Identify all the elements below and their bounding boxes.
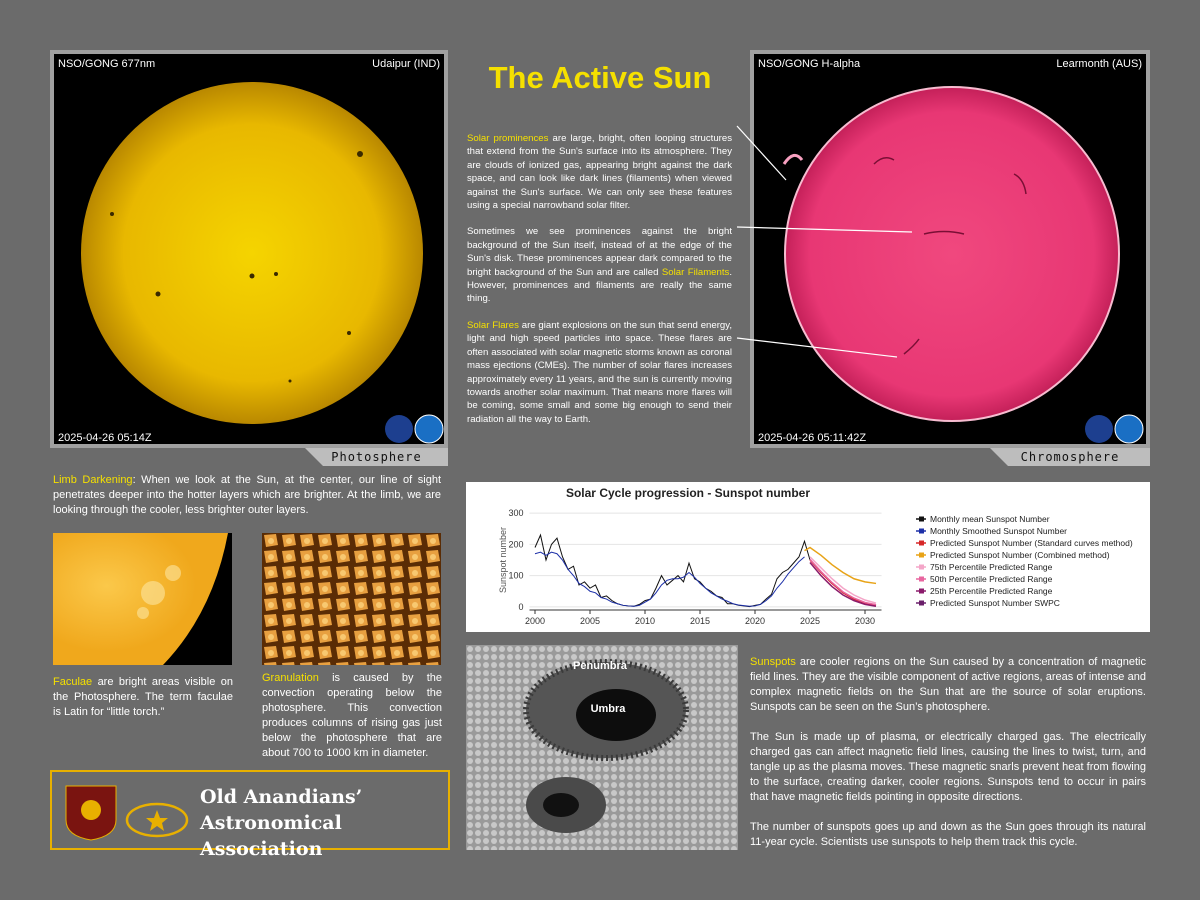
sun-photo — [782, 86, 1144, 444]
legend-label: 25th Percentile Predicted Range — [930, 586, 1053, 596]
paragraph: Granulation is caused by the convection … — [262, 671, 442, 761]
x-tick-label: 2015 — [690, 616, 710, 626]
legend-label: Predicted Sunspot Number SWPC — [930, 598, 1060, 608]
granulation-image — [262, 533, 441, 665]
legend-label: Predicted Sunspot Number (Standard curve… — [930, 538, 1133, 548]
logo-line: Astronomical Association — [200, 812, 342, 860]
chart-title: Solar Cycle progression - Sunspot number — [566, 486, 810, 500]
paragraph: Faculae are bright areas visible on the … — [53, 675, 233, 720]
paragraph: Solar Flares are giant explosions on the… — [467, 319, 732, 426]
filaments — [873, 157, 1027, 355]
nsf-logo — [1085, 415, 1113, 443]
legend-label: Predicted Sunspot Number (Combined metho… — [930, 550, 1110, 560]
legend-marker — [919, 516, 924, 522]
location: Learmonth (AUS) — [1056, 58, 1142, 70]
x-tick-label: 2020 — [745, 616, 765, 626]
logo-line: Old Anandians’ — [200, 786, 363, 808]
series-line — [809, 562, 877, 607]
y-tick-label: 200 — [508, 539, 523, 549]
text: . However, prominences and filaments are… — [467, 266, 732, 305]
paragraph: The number of sunspots goes up and down … — [750, 820, 1146, 850]
highlight: Solar Flares — [467, 319, 519, 331]
limb-darkening-text: Limb Darkening: When we look at the Sun,… — [53, 473, 441, 518]
logo-box: Old Anandians’ Astronomical Association — [50, 770, 450, 860]
x-tick-label: 2025 — [800, 616, 820, 626]
source: NSO/GONG H-alpha — [758, 58, 861, 70]
y-tick-label: 100 — [508, 571, 523, 581]
y-tick-label: 300 — [508, 508, 523, 518]
location: Udaipur (IND) — [372, 58, 440, 70]
text: : When we look at the Sun, at the center… — [53, 474, 441, 516]
highlight: Solar prominences — [467, 133, 549, 144]
association-name: Old Anandians’ Astronomical Association — [200, 784, 448, 862]
text: are large, bright, often looping structu… — [467, 133, 732, 212]
chromosphere-tab: Chromosphere — [990, 448, 1150, 466]
paragraph: Limb Darkening: When we look at the Sun,… — [53, 473, 441, 518]
sun-photo — [81, 82, 444, 444]
text: The Sun is made up of plasma, or electri… — [750, 731, 1146, 803]
series-line — [534, 551, 805, 607]
legend-marker — [919, 564, 924, 570]
y-tick-label: 0 — [518, 602, 523, 612]
text: are cooler regions on the Sun caused by … — [750, 656, 1146, 713]
legend-marker — [919, 600, 924, 606]
series-line — [804, 546, 877, 585]
highlight: Limb Darkening — [53, 474, 133, 486]
photosphere-tab: Photosphere — [305, 448, 448, 466]
sunspots-text: Sunspots are cooler regions on the Sun c… — [750, 655, 1146, 850]
noaa-logo — [1114, 414, 1144, 444]
sunspot-image: Penumbra Umbra — [466, 645, 738, 850]
legend-label: 50th Percentile Predicted Range — [930, 574, 1053, 584]
umbra-label: Umbra — [591, 703, 627, 715]
legend-marker — [919, 552, 924, 558]
x-tick-label: 2010 — [635, 616, 655, 626]
text: are bright areas visible on the Photosph… — [53, 676, 233, 718]
paragraph: Sometimes we see prominences against the… — [467, 225, 732, 305]
intro-text: Solar prominences are large, bright, oft… — [467, 132, 732, 426]
y-axis-label: Sunspot number — [498, 527, 508, 593]
logo-emblems — [65, 785, 189, 841]
timestamp: 2025-04-26 05:11:42Z — [758, 432, 867, 444]
granulation-text: Granulation is caused by the convection … — [262, 671, 442, 761]
sunspots — [110, 151, 363, 383]
series-line — [809, 558, 877, 606]
title: The Active Sun — [488, 60, 712, 95]
paragraph: The Sun is made up of plasma, or electri… — [750, 730, 1146, 805]
highlight: Faculae — [53, 676, 93, 688]
paragraph: Solar prominences are large, bright, oft… — [467, 132, 732, 212]
legend-marker — [919, 576, 924, 582]
x-tick-label: 2000 — [525, 616, 545, 626]
paragraph: Sunspots are cooler regions on the Sun c… — [750, 655, 1146, 715]
legend-marker — [919, 540, 924, 546]
nsf-logo — [385, 415, 413, 443]
sun-disk — [81, 82, 423, 424]
series-line — [809, 556, 877, 604]
photosphere-image: NSO/GONG 677nm Udaipur (IND) 2025-04-26 … — [50, 50, 448, 448]
faculae-text: Faculae are bright areas visible on the … — [53, 675, 233, 720]
x-tick-label: 2030 — [855, 616, 875, 626]
faculae-image — [53, 533, 232, 665]
legend-label: Monthly mean Sunspot Number — [930, 514, 1050, 524]
chromosphere-image: NSO/GONG H-alpha Learmonth (AUS) 2025-04… — [750, 50, 1150, 448]
prominence — [782, 153, 804, 165]
legend-marker — [919, 528, 924, 534]
penumbra-label: Penumbra — [573, 660, 628, 672]
x-tick-label: 2005 — [580, 616, 600, 626]
sun-disk — [784, 86, 1120, 422]
source: NSO/GONG 677nm — [58, 58, 156, 70]
legend-label: 75th Percentile Predicted Range — [930, 562, 1053, 572]
legend-label: Monthly Smoothed Sunspot Number — [930, 526, 1067, 536]
noaa-logo — [414, 414, 444, 444]
highlight: Solar Filaments — [661, 266, 730, 278]
text: Sometimes we see prominences against the… — [467, 226, 732, 278]
highlight: Sunspots — [750, 656, 796, 668]
highlight: Granulation — [262, 672, 319, 684]
chart: Solar Cycle progression - Sunspot number… — [466, 482, 1150, 632]
legend-marker — [919, 588, 924, 594]
text: are giant explosions on the sun that sen… — [467, 319, 732, 425]
timestamp: 2025-04-26 05:14Z — [58, 432, 152, 444]
text: The number of sunspots goes up and down … — [750, 821, 1146, 848]
text: is caused by the convection operating be… — [262, 672, 442, 759]
